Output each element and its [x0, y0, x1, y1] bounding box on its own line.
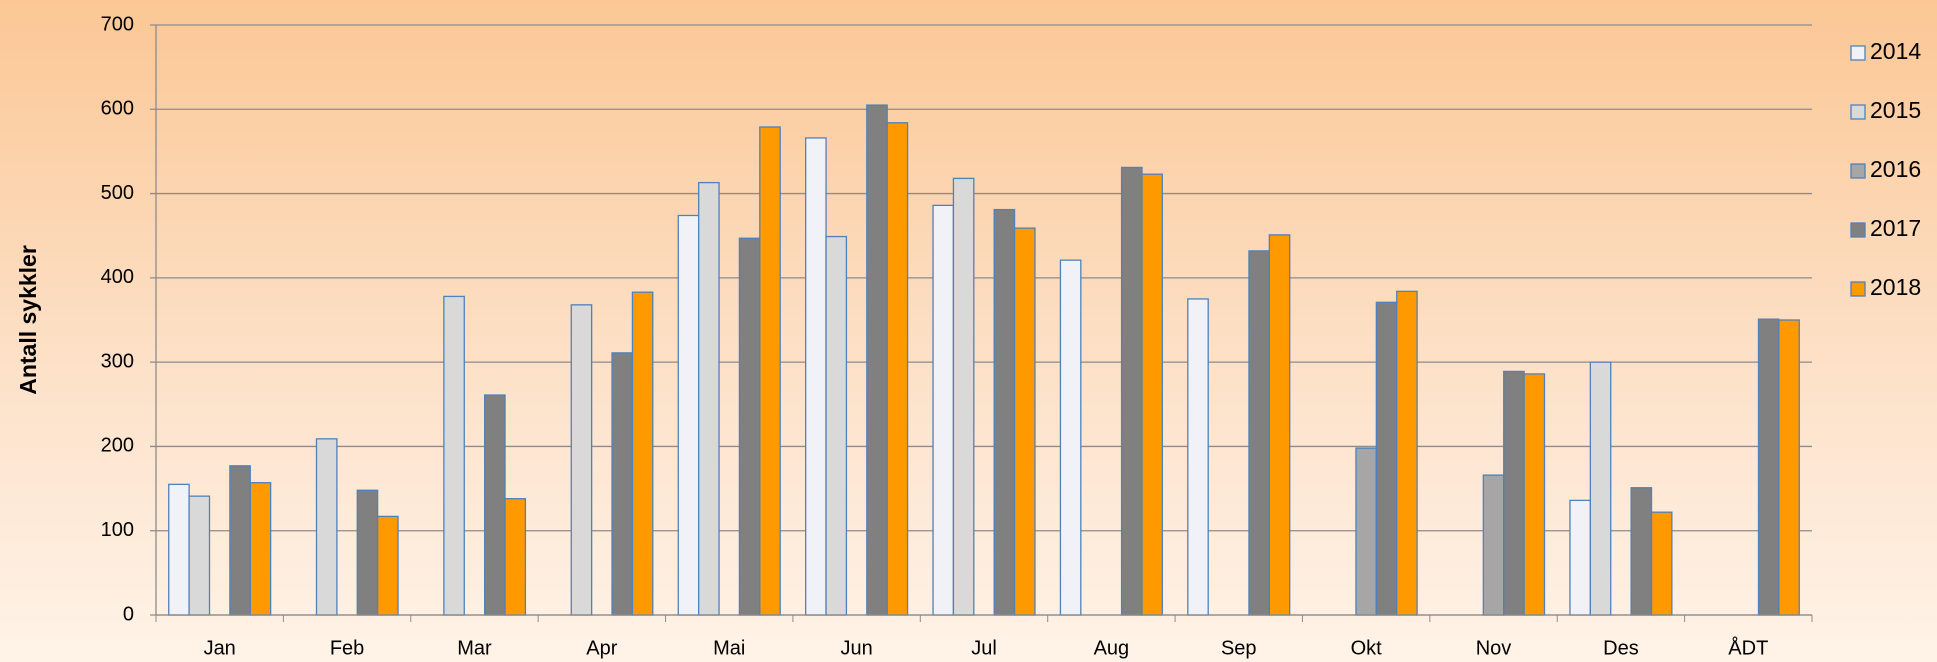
bar	[1396, 290, 1418, 616]
legend-swatch	[1850, 281, 1866, 297]
bar	[611, 352, 634, 616]
legend-swatch	[1850, 104, 1866, 120]
legend-swatch	[1850, 163, 1866, 179]
x-tick-label: Jul	[971, 637, 997, 659]
bar	[188, 495, 211, 616]
y-tick-label: 600	[101, 98, 134, 120]
bar	[1187, 298, 1209, 616]
bar	[1503, 370, 1525, 616]
bar	[315, 438, 338, 616]
legend-label: 2018	[1870, 274, 1921, 300]
legend-swatch	[1850, 45, 1866, 61]
x-tick-label: Aug	[1094, 637, 1130, 659]
bar	[1523, 373, 1546, 616]
bar	[356, 489, 379, 616]
bar	[631, 291, 654, 616]
bar	[993, 208, 1016, 616]
bar	[504, 498, 527, 616]
bar	[866, 104, 888, 616]
bar	[698, 181, 720, 616]
y-tick-label: 400	[101, 266, 134, 288]
x-tick-label: Jan	[204, 637, 236, 659]
bar	[168, 483, 190, 616]
bar	[1248, 250, 1270, 616]
y-tick-label: 700	[101, 13, 134, 35]
bar	[570, 304, 593, 616]
x-tick-label: Mar	[457, 637, 492, 659]
bar	[1757, 318, 1780, 616]
legend-label: 2014	[1870, 38, 1921, 64]
y-tick-label: 500	[101, 182, 134, 204]
bar	[1630, 487, 1653, 616]
bar	[443, 295, 465, 616]
bar	[249, 482, 272, 616]
bar	[886, 122, 909, 616]
y-tick-label: 300	[101, 350, 134, 372]
x-tick-label: Mai	[713, 637, 745, 659]
bar	[759, 126, 781, 616]
y-axis-label: Antall sykkler	[15, 245, 41, 395]
x-tick-label: Apr	[586, 637, 617, 659]
x-tick-label: Nov	[1476, 637, 1512, 659]
bar	[1355, 447, 1377, 616]
bar	[1569, 499, 1592, 616]
bar	[1268, 234, 1291, 616]
bar	[1120, 166, 1143, 616]
x-tick-label: ÅDT	[1728, 636, 1768, 659]
bar	[952, 177, 975, 616]
x-tick-label: Jun	[840, 637, 872, 659]
bar	[677, 214, 700, 616]
bar	[229, 465, 251, 616]
x-tick-label: Feb	[330, 637, 364, 659]
x-tick-label: Okt	[1351, 637, 1383, 659]
legend-label: 2015	[1870, 97, 1921, 123]
bar	[1059, 259, 1082, 616]
bar	[376, 515, 399, 616]
bar	[1013, 227, 1036, 616]
bar	[1141, 173, 1163, 616]
bar	[1375, 301, 1398, 616]
y-tick-label: 0	[123, 603, 134, 625]
legend-label: 2017	[1870, 215, 1921, 241]
bar	[805, 137, 827, 616]
bar	[932, 204, 955, 616]
x-tick-label: Des	[1603, 637, 1639, 659]
bar	[484, 394, 506, 616]
bar	[1778, 319, 1800, 616]
y-tick-label: 100	[101, 519, 134, 541]
bar	[1589, 361, 1612, 616]
y-tick-label: 200	[101, 435, 134, 457]
bar	[825, 235, 848, 616]
bar	[738, 237, 761, 616]
bar	[1650, 511, 1673, 616]
bar	[1482, 474, 1505, 616]
x-tick-label: Sep	[1221, 637, 1257, 659]
legend-swatch	[1850, 222, 1866, 238]
legend-label: 2016	[1870, 156, 1921, 182]
